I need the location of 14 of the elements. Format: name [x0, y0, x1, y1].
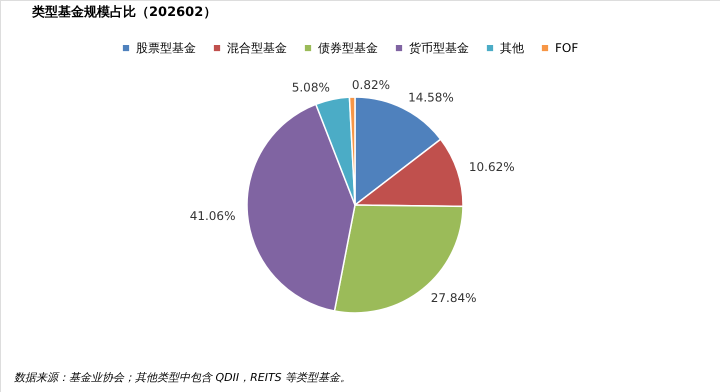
legend-label: 货币型基金 — [409, 41, 469, 56]
data-label: 5.08% — [292, 80, 330, 95]
data-label: 41.06% — [190, 208, 236, 223]
source-note: 数据来源：基金业协会；其他类型中包含 QDII，REITS 等类型基金。 — [14, 371, 352, 384]
legend-label: 混合型基金 — [227, 41, 287, 56]
chart-title: 类型基金规模占比（202602） — [31, 5, 216, 20]
legend-label: 债券型基金 — [318, 41, 378, 56]
legend-label: FOF — [555, 41, 578, 56]
data-label: 14.58% — [408, 90, 454, 104]
data-label: 27.84% — [430, 291, 477, 306]
legend-label: 其他 — [500, 41, 524, 56]
legend-label: 股票型基金 — [136, 41, 196, 56]
data-label: 0.82% — [352, 78, 390, 92]
data-label: 10.62% — [468, 160, 515, 174]
